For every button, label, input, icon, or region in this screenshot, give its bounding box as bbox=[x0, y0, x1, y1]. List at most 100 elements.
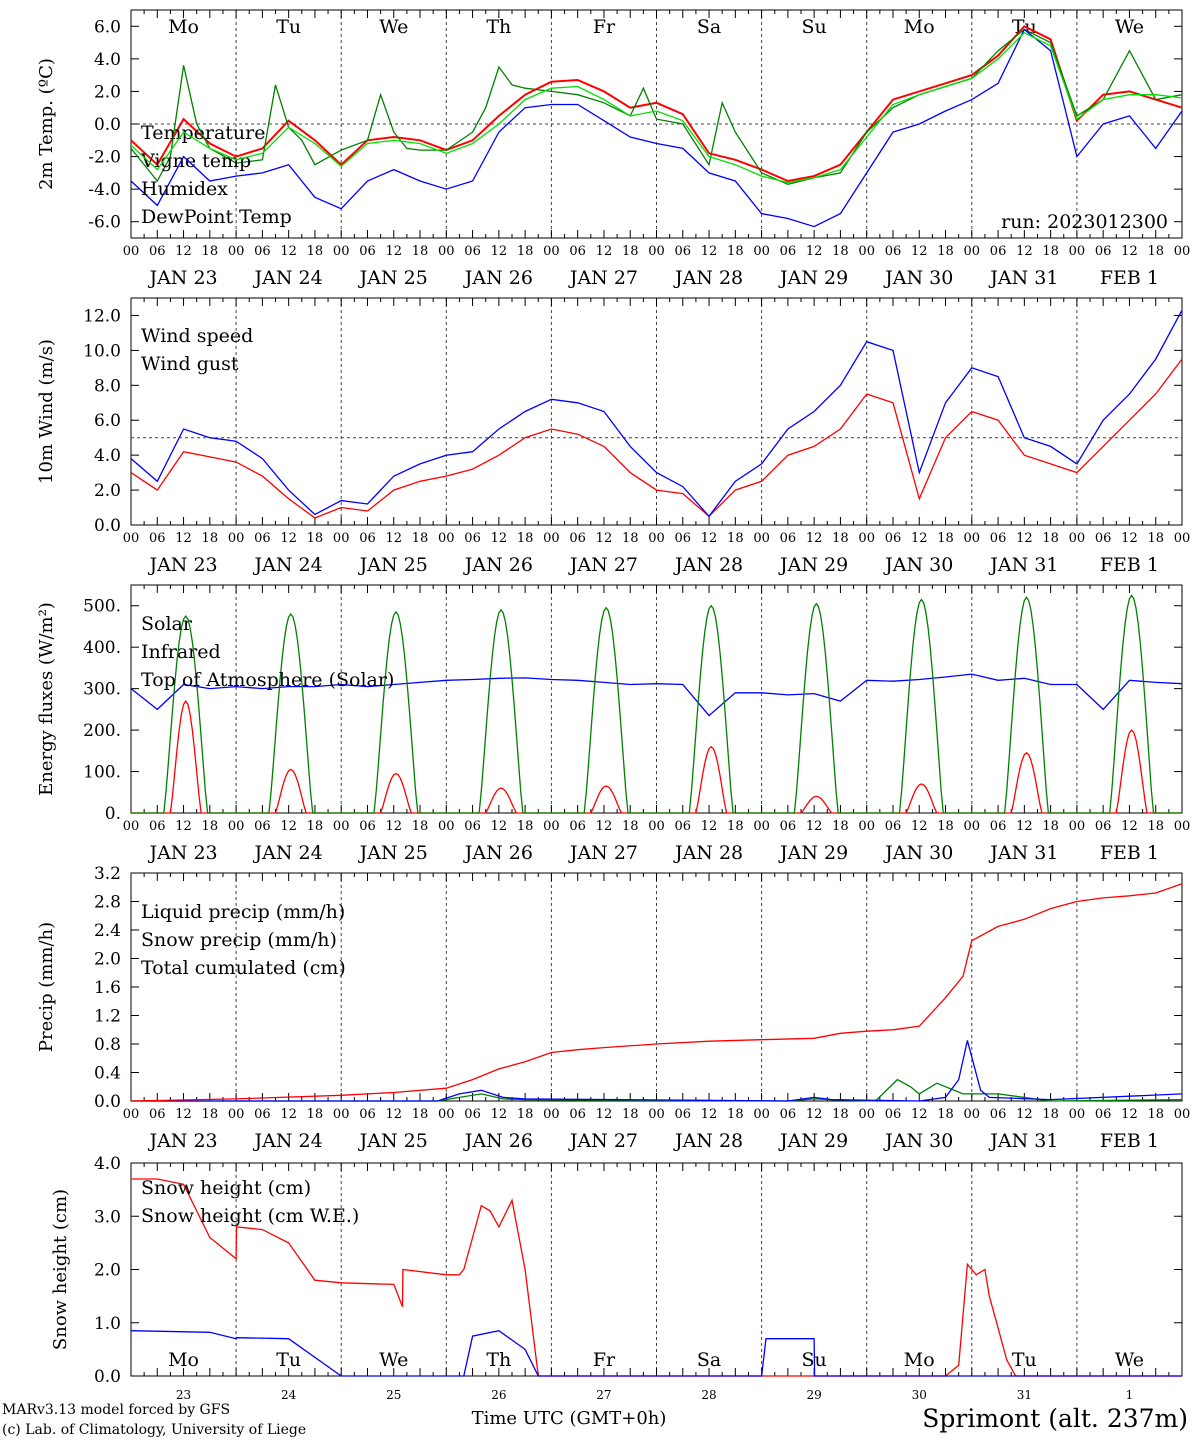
hour-label: 18 bbox=[1147, 819, 1164, 834]
hour-label: 00 bbox=[543, 819, 560, 834]
y-tick-label: 0.0 bbox=[94, 1367, 121, 1387]
series-line bbox=[130, 673, 1183, 717]
date-label: JAN 31 bbox=[988, 267, 1058, 289]
hour-label: 06 bbox=[254, 244, 271, 259]
hour-label: 18 bbox=[1147, 244, 1164, 259]
y-tick-label: 6.0 bbox=[94, 411, 121, 431]
series-line bbox=[130, 309, 1183, 518]
station-label: Sprimont (alt. 237m) bbox=[922, 1404, 1188, 1433]
day-number-label: 25 bbox=[386, 1388, 401, 1402]
legend-entry: Total cumulated (cm) bbox=[141, 957, 346, 979]
hour-label: 00 bbox=[858, 531, 875, 546]
hour-label: 12 bbox=[385, 244, 402, 259]
date-label: JAN 24 bbox=[253, 554, 323, 576]
hour-label: 00 bbox=[123, 819, 140, 834]
date-label: JAN 28 bbox=[673, 267, 743, 289]
hour-label: 00 bbox=[543, 244, 560, 259]
date-label: JAN 27 bbox=[568, 1130, 638, 1152]
day-number-label: 29 bbox=[807, 1388, 822, 1402]
weekday-label: Mo bbox=[168, 16, 199, 38]
date-label: JAN 29 bbox=[778, 1130, 848, 1152]
hour-label: 06 bbox=[569, 244, 586, 259]
y-tick-label: 1.0 bbox=[94, 1314, 121, 1334]
hour-label: 00 bbox=[228, 819, 245, 834]
y-tick-label: -4.0 bbox=[88, 180, 121, 200]
hour-label: 18 bbox=[622, 531, 639, 546]
y-tick-label: 10.0 bbox=[83, 341, 121, 361]
x-axis-title: Time UTC (GMT+0h) bbox=[472, 1408, 667, 1429]
hour-label: 06 bbox=[885, 531, 902, 546]
date-label: JAN 30 bbox=[883, 554, 953, 576]
hour-label: 06 bbox=[675, 1107, 692, 1122]
hour-label: 00 bbox=[1069, 1107, 1086, 1122]
day-number-label: 31 bbox=[1017, 1388, 1032, 1402]
y-axis-label: 10m Wind (m/s) bbox=[36, 339, 57, 484]
hour-label: 12 bbox=[385, 1107, 402, 1122]
weekday-label: We bbox=[379, 1349, 408, 1371]
date-label: JAN 23 bbox=[147, 1130, 217, 1152]
hour-label: 12 bbox=[701, 531, 718, 546]
hour-label: 12 bbox=[1121, 1107, 1138, 1122]
hour-label: 18 bbox=[937, 244, 954, 259]
panel-2: 0.0 2.0 4.0 6.0 8.0 10.0 12.0 10m Wind (m/s) 00 0… bbox=[36, 297, 1190, 576]
date-label: JAN 24 bbox=[253, 842, 323, 864]
legend-entry: Snow height (cm W.E.) bbox=[141, 1205, 359, 1227]
hour-label: 12 bbox=[280, 819, 297, 834]
hour-label: 18 bbox=[1042, 531, 1059, 546]
hour-label: 12 bbox=[385, 819, 402, 834]
weekday-label: Fr bbox=[593, 16, 616, 38]
date-label: FEB 1 bbox=[1100, 267, 1159, 289]
hour-label: 12 bbox=[491, 244, 508, 259]
hour-label: 06 bbox=[675, 819, 692, 834]
hour-label: 12 bbox=[175, 531, 192, 546]
series-line bbox=[130, 28, 1183, 228]
hour-label: 00 bbox=[858, 244, 875, 259]
hour-label: 00 bbox=[753, 244, 770, 259]
hour-label: 18 bbox=[517, 819, 534, 834]
hour-label: 18 bbox=[832, 531, 849, 546]
series-line bbox=[131, 1178, 1182, 1377]
hour-label: 00 bbox=[438, 531, 455, 546]
hour-label: 12 bbox=[280, 531, 297, 546]
weekday-label: Tu bbox=[276, 1349, 301, 1371]
weekday-label: Mo bbox=[904, 16, 935, 38]
panel-5: 0.0 1.0 2.0 3.0 4.0 Snow height (cm) 23 Mo 24 Tu 2… bbox=[50, 1154, 1183, 1402]
hour-label: 12 bbox=[1016, 819, 1033, 834]
date-label: JAN 31 bbox=[988, 554, 1058, 576]
y-axis-label: 2m Temp. (ºC) bbox=[36, 58, 57, 190]
hour-label: 00 bbox=[123, 244, 140, 259]
hour-label: 12 bbox=[701, 1107, 718, 1122]
series-line bbox=[131, 594, 1182, 814]
hour-label: 18 bbox=[727, 531, 744, 546]
hour-label: 18 bbox=[202, 1107, 219, 1122]
legend-entry: Wind speed bbox=[141, 325, 253, 347]
y-tick-label: 6.0 bbox=[94, 17, 121, 37]
hour-label: 00 bbox=[964, 244, 981, 259]
hour-label: 00 bbox=[438, 244, 455, 259]
date-label: JAN 24 bbox=[253, 1130, 323, 1152]
date-label: JAN 25 bbox=[358, 554, 428, 576]
hour-label: 00 bbox=[1069, 819, 1086, 834]
hour-label: 06 bbox=[254, 1107, 271, 1122]
date-label: JAN 26 bbox=[463, 842, 533, 864]
hour-label: 12 bbox=[280, 1107, 297, 1122]
hour-label: 00 bbox=[753, 1107, 770, 1122]
hour-label: 12 bbox=[175, 819, 192, 834]
hour-label: 06 bbox=[254, 531, 271, 546]
weekday-label: Mo bbox=[168, 1349, 199, 1371]
date-label: JAN 31 bbox=[988, 1130, 1058, 1152]
hour-label: 18 bbox=[622, 244, 639, 259]
hour-label: 00 bbox=[964, 819, 981, 834]
series-line bbox=[130, 358, 1183, 519]
legend-entry: Top of Atmosphere (Solar) bbox=[141, 669, 394, 691]
hour-label: 12 bbox=[280, 244, 297, 259]
hour-label: 06 bbox=[254, 819, 271, 834]
hour-label: 06 bbox=[464, 531, 481, 546]
hour-label: 12 bbox=[175, 244, 192, 259]
date-label: JAN 28 bbox=[673, 842, 743, 864]
hour-label: 12 bbox=[491, 531, 508, 546]
series-line bbox=[130, 1330, 1182, 1377]
hour-label: 00 bbox=[858, 1107, 875, 1122]
hour-label: 18 bbox=[202, 531, 219, 546]
date-label: JAN 23 bbox=[147, 267, 217, 289]
